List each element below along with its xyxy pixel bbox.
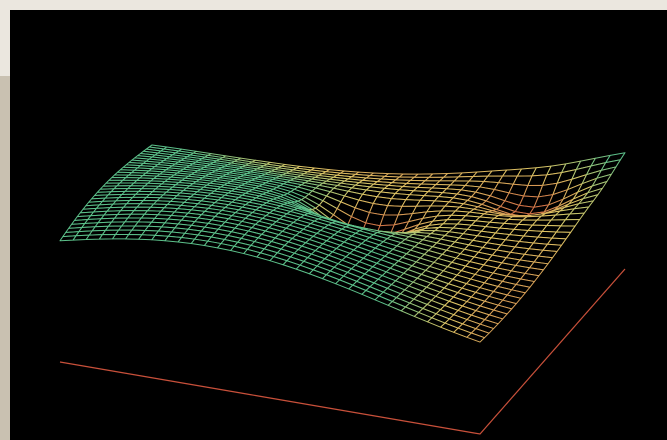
- left-band: [0, 0, 10, 76]
- surface-view: [10, 10, 667, 440]
- wall-bottom: [59, 268, 626, 435]
- surface-cell: [466, 332, 486, 343]
- top-band: [0, 0, 667, 10]
